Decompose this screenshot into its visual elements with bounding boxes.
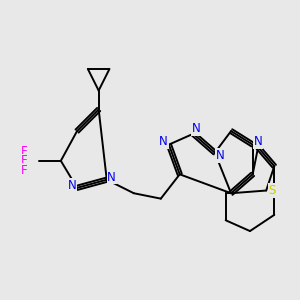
Text: S: S — [268, 184, 276, 197]
Text: N: N — [192, 122, 200, 135]
Text: F: F — [21, 154, 28, 167]
Text: N: N — [216, 149, 225, 162]
Text: F: F — [21, 164, 28, 177]
Text: N: N — [159, 135, 168, 148]
Text: N: N — [107, 170, 116, 184]
Text: F: F — [21, 145, 28, 158]
Text: N: N — [68, 178, 76, 192]
Text: N: N — [254, 135, 262, 148]
